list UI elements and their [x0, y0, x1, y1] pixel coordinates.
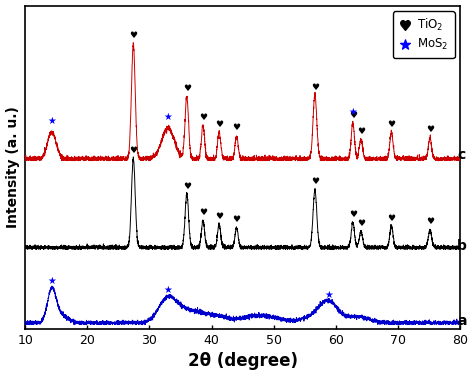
Text: ♥: ♥	[387, 214, 395, 223]
Text: ♥: ♥	[183, 182, 191, 191]
Text: ♥: ♥	[387, 120, 395, 129]
Text: ★: ★	[324, 290, 333, 300]
Text: ♥: ♥	[349, 111, 357, 120]
Text: ♥: ♥	[426, 125, 434, 134]
Text: ★: ★	[164, 112, 173, 122]
Legend: TiO$_2$, MoS$_2$: TiO$_2$, MoS$_2$	[392, 11, 455, 58]
Text: ♥: ♥	[215, 120, 223, 129]
X-axis label: 2θ (degree): 2θ (degree)	[188, 352, 298, 370]
Text: ♥: ♥	[311, 177, 319, 186]
Text: c: c	[457, 148, 465, 162]
Text: ♥: ♥	[199, 113, 207, 122]
Text: ♥: ♥	[426, 217, 434, 226]
Y-axis label: Intensity (a. u.): Intensity (a. u.)	[6, 106, 19, 228]
Text: ♥: ♥	[349, 210, 357, 219]
Text: ♥: ♥	[232, 215, 241, 224]
Text: ★: ★	[47, 276, 56, 286]
Text: ♥: ♥	[129, 146, 137, 155]
Text: ♥: ♥	[183, 84, 191, 93]
Text: ★: ★	[164, 285, 173, 294]
Text: ♥: ♥	[129, 31, 137, 40]
Text: ♥: ♥	[199, 208, 207, 217]
Text: ♥: ♥	[311, 82, 319, 91]
Text: ★: ★	[348, 107, 357, 117]
Text: a: a	[457, 314, 467, 328]
Text: b: b	[457, 239, 467, 253]
Text: ♥: ♥	[357, 219, 365, 228]
Text: ★: ★	[47, 116, 56, 126]
Text: ♥: ♥	[232, 123, 241, 132]
Text: ♥: ♥	[357, 127, 365, 136]
Text: ♥: ♥	[215, 212, 223, 221]
